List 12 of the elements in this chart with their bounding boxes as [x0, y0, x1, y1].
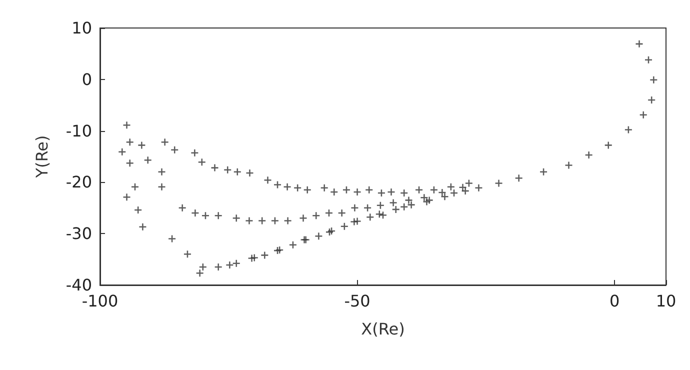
x-tick-label: -50	[344, 292, 370, 310]
x-tick-label: -100	[82, 292, 118, 310]
y-axis-title: Y(Re)	[32, 135, 52, 179]
y-tick-label: -20	[66, 172, 92, 192]
x-tick-label: 10	[656, 292, 676, 310]
y-tick-label: -10	[66, 121, 92, 140]
y-tick-label: -30	[66, 224, 92, 244]
y-tick-label: 0	[82, 70, 92, 89]
y-tick-label: -40	[66, 276, 92, 294]
x-tick-label: 0	[609, 292, 620, 310]
x-axis-title: X(Re)	[361, 320, 405, 338]
y-tick-label: 10	[72, 18, 92, 38]
